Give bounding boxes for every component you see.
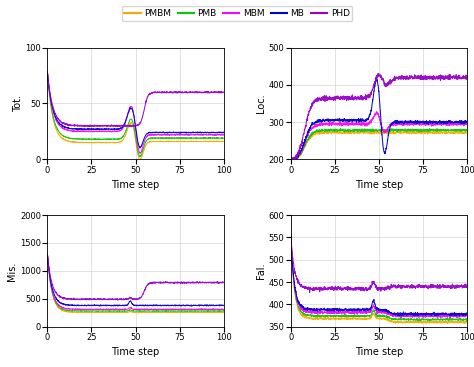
Y-axis label: Fal.: Fal.	[256, 263, 266, 279]
X-axis label: Time step: Time step	[111, 180, 160, 190]
X-axis label: Time step: Time step	[355, 180, 403, 190]
Legend: PMBM, PMB, MBM, MB, PHD: PMBM, PMB, MBM, MB, PHD	[122, 6, 352, 21]
Y-axis label: Mis.: Mis.	[8, 261, 18, 280]
Y-axis label: Loc.: Loc.	[256, 94, 266, 113]
Y-axis label: Tot.: Tot.	[13, 95, 23, 112]
X-axis label: Time step: Time step	[355, 348, 403, 357]
X-axis label: Time step: Time step	[111, 348, 160, 357]
